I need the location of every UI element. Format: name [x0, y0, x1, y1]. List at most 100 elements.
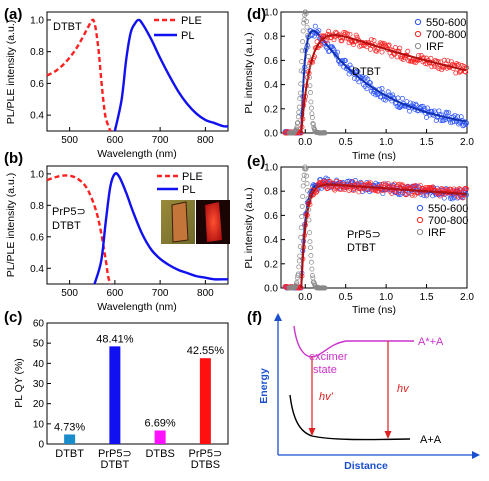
- data-point-550-600: [385, 89, 391, 95]
- legend-text-pl-b: PL: [182, 184, 195, 196]
- y-tick-label: 0.4: [30, 264, 44, 275]
- x-tick-label: 2.0: [460, 137, 474, 148]
- data-point-550-600: [380, 191, 386, 197]
- inset-micrographs: [161, 200, 230, 244]
- x-tick-label: 1.0: [379, 292, 393, 303]
- axis-ticks-d: 0.0 0.5 1.0 1.5 2.0 0.0 0.2 0.4 0.6 0.8 1.0: [264, 8, 474, 149]
- data-point-irf: [300, 194, 306, 199]
- xlabel-e: Time (ns): [352, 304, 396, 316]
- data-point-700-800: [371, 38, 377, 43]
- legend-text: 700-800: [426, 29, 466, 41]
- data-point-irf: [322, 130, 328, 136]
- data-point-700-800: [437, 193, 443, 199]
- xlabel-d: Time (ns): [352, 150, 396, 162]
- transition-label-hv: hv: [397, 383, 410, 395]
- data-point-irf: [297, 96, 303, 101]
- data-point-700-800: [409, 193, 415, 198]
- data-point-700-800: [418, 53, 424, 58]
- category-label: PrP5⊃: [98, 448, 132, 460]
- y-tick-label: 1.0: [264, 163, 278, 174]
- plot-frame-a: [46, 11, 229, 132]
- legend-text: IRF: [426, 41, 444, 53]
- panel-label-e: (e): [247, 153, 265, 170]
- panel-label-f: (f): [247, 309, 262, 326]
- data-point-irf: [307, 75, 312, 81]
- data-point-irf: [299, 59, 305, 65]
- data-point-irf: [306, 207, 311, 213]
- x-tick-label: 1.0: [379, 137, 393, 148]
- data-point-700-800: [339, 38, 345, 43]
- data-point-irf: [310, 121, 316, 127]
- excited-state-curve: [293, 325, 414, 358]
- data-point-irf: [303, 166, 309, 172]
- panel-e: (e) 0.0 0.5 1.0 1.5 2.0 0.0 0.2 0.4 0.6 0.8 1.0 Ti…: [243, 153, 474, 316]
- excimer-emission-arrowhead: [308, 428, 316, 436]
- x-tick-label: 2.0: [460, 292, 474, 303]
- data-point-irf: [300, 183, 306, 189]
- inner-label-d: DTBT: [352, 66, 381, 78]
- data-point-550-600: [413, 101, 419, 107]
- series-d: [282, 9, 469, 136]
- panel-d: (d) 0.0 0.5 1.0 1.5 2.0 0.0 0.2 0.4 0.6 0.8 1.0 Ti…: [243, 6, 474, 162]
- series-b: [46, 172, 228, 285]
- data-point-irf: [294, 120, 300, 126]
- ylabel-a: PL/PLE intensity (a.u.): [5, 20, 17, 124]
- data-point-550-600: [379, 86, 385, 91]
- category-label: DTBT: [55, 448, 84, 460]
- data-point-irf: [299, 214, 305, 219]
- x-tick-label: 1.5: [420, 137, 434, 148]
- bars-c: 4.73%DTBT48.41%PrP5⊃DTBT6.69%DTBS42.55%P…: [54, 333, 224, 471]
- data-point-700-800: [347, 31, 353, 37]
- data-point-irf: [322, 130, 327, 135]
- data-point-irf: [297, 244, 303, 250]
- data-point-700-800: [336, 186, 342, 192]
- data-point-irf: [297, 90, 303, 96]
- data-point-550-600: [400, 95, 405, 101]
- inner-label-b-line2: DTBT: [52, 220, 81, 232]
- data-point-700-800: [331, 37, 337, 43]
- data-point-550-600: [396, 104, 402, 110]
- legend-text: IRF: [428, 227, 446, 239]
- x-tick-label: 500: [61, 135, 78, 146]
- data-point-550-600: [355, 69, 361, 75]
- data-point-700-800: [402, 191, 408, 197]
- data-point-irf: [300, 28, 306, 34]
- data-point-550-600: [424, 105, 430, 111]
- y-tick-label: 40: [33, 359, 45, 370]
- data-point-700-800: [403, 192, 409, 198]
- data-point-700-800: [386, 42, 392, 48]
- data-point-irf: [304, 181, 310, 186]
- data-point-550-600: [353, 69, 359, 75]
- data-point-550-600: [441, 195, 447, 201]
- energy-label: Energy: [258, 368, 270, 404]
- data-point-550-600: [335, 49, 340, 55]
- bar-value-label: 42.55%: [187, 345, 225, 357]
- legend-a: PLE PL: [154, 15, 202, 42]
- bar-value-label: 48.41%: [96, 333, 134, 345]
- axis-ticks-e: 0.0 0.5 1.0 1.5 2.0 0.0 0.2 0.4 0.6 0.8 1.0: [264, 163, 474, 304]
- data-point-irf: [305, 188, 310, 194]
- legend-text: 550-600: [428, 203, 468, 215]
- data-point-irf: [309, 273, 315, 278]
- series-line-ple: [46, 18, 112, 132]
- data-point-700-800: [426, 185, 432, 190]
- data-point-irf: [305, 33, 310, 38]
- inner-label-b-line1: PrP5⊃: [52, 206, 86, 218]
- legend-marker: [416, 204, 424, 212]
- data-point-700-800: [463, 185, 469, 191]
- xlabel-a: Wavelength (nm): [97, 148, 177, 160]
- data-point-700-800: [394, 54, 400, 60]
- legend-marker: [416, 228, 424, 236]
- y-tick-label: 60: [33, 319, 45, 330]
- plot-frame-e: [280, 166, 468, 289]
- data-point-irf: [298, 225, 304, 231]
- data-point-irf: [309, 266, 315, 272]
- data-point-550-600: [316, 28, 322, 34]
- data-point-irf: [306, 63, 312, 69]
- data-point-irf: [295, 120, 301, 126]
- panel-label-d: (d): [247, 6, 266, 23]
- data-point-irf: [301, 172, 307, 178]
